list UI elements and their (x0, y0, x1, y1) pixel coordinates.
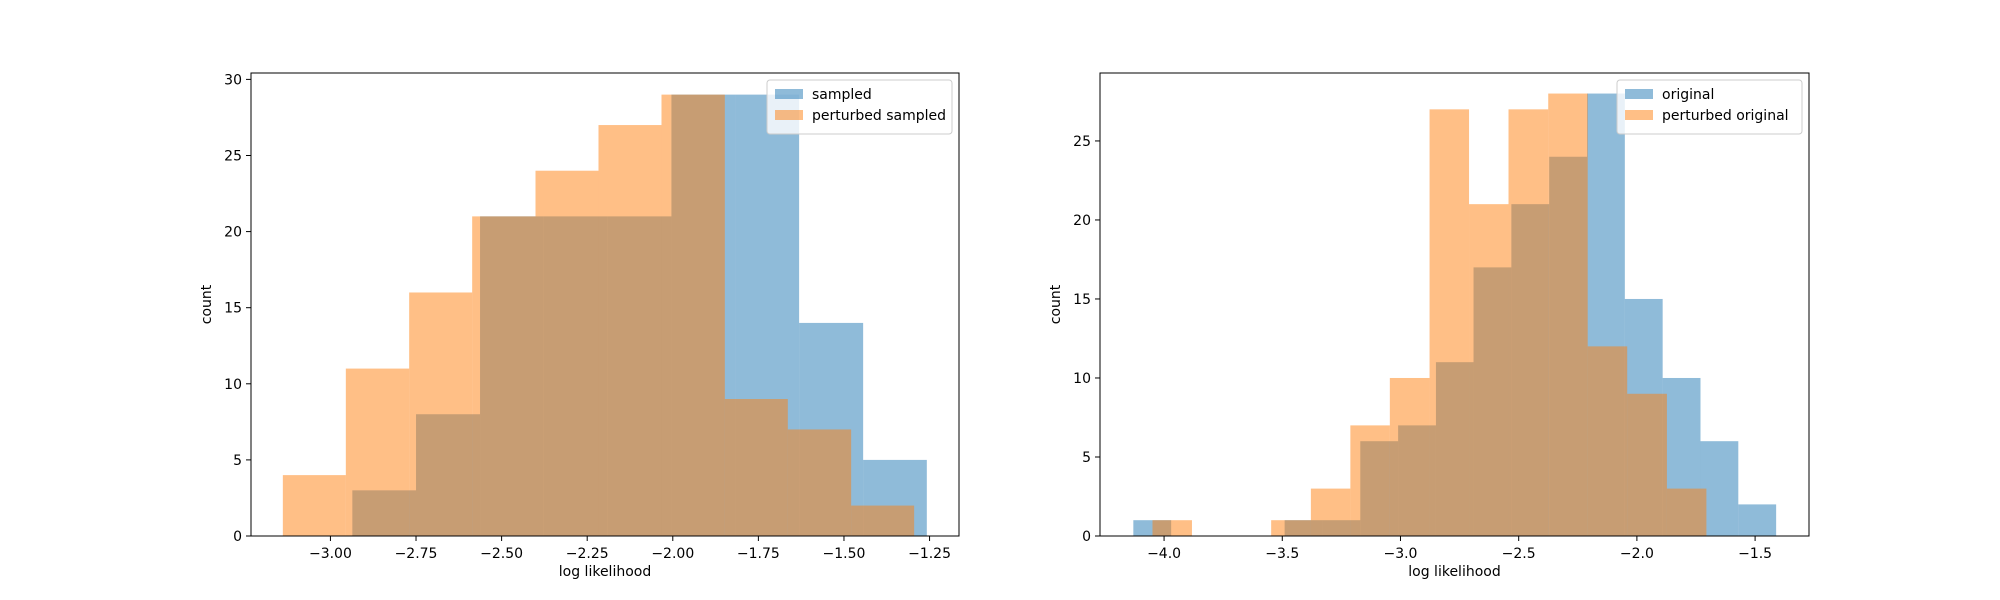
y-tick-label: 20 (1073, 213, 1091, 229)
legend-swatch (775, 89, 803, 99)
histogram-bar (1548, 93, 1588, 536)
histogram-bar (1666, 488, 1707, 536)
histogram-bar (535, 170, 599, 537)
x-tick-label: −2.75 (395, 546, 438, 562)
legend-box (766, 79, 953, 135)
histogram-bar (409, 292, 473, 536)
histogram-bar (1508, 109, 1549, 536)
histogram-bar (1429, 109, 1470, 536)
x-tick-label: −1.5 (1738, 546, 1772, 562)
y-axis-label: count (199, 284, 215, 324)
y-tick-label: 30 (224, 72, 242, 88)
y-tick-label: 10 (224, 377, 242, 393)
histogram-bar (1350, 425, 1390, 536)
histogram-bar (1738, 504, 1777, 536)
x-tick-label: −2.5 (1502, 546, 1536, 562)
histogram-bar (472, 216, 536, 536)
histogram-bar (851, 505, 915, 536)
legend-swatch (1625, 110, 1653, 120)
axes-frame (250, 72, 960, 537)
histogram-panel: −3.00 −2.75 −2.50 −2.25 −2.00 −1.75 −1.50 −1.25… (199, 72, 960, 580)
x-tick-label: −2.00 (651, 546, 694, 562)
histogram-bar (345, 368, 410, 536)
legend-label: sampled (812, 87, 872, 103)
histogram-bar (787, 429, 852, 536)
legend-swatch (1625, 89, 1653, 99)
y-tick-label: 5 (233, 453, 242, 469)
y-tick-label: 10 (1073, 371, 1091, 387)
histogram-bar (1587, 346, 1628, 536)
x-tick-label: −2.25 (566, 546, 609, 562)
y-tick-label: 25 (1073, 134, 1091, 150)
histogram-bar (1152, 520, 1192, 536)
y-tick-label: 15 (224, 301, 242, 317)
x-axis-label: log likelihood (1408, 564, 1500, 580)
y-tick-label: 0 (233, 529, 242, 545)
x-tick-label: −4.0 (1147, 546, 1181, 562)
histogram-bar (1700, 441, 1739, 536)
legend-box (1616, 79, 1803, 135)
histogram-bar (1389, 377, 1430, 536)
histogram-bar (1469, 204, 1509, 537)
y-tick-label: 15 (1073, 292, 1091, 308)
y-tick-label: 0 (1082, 529, 1091, 545)
axes-frame (1099, 72, 1810, 537)
legend-label: perturbed sampled (812, 108, 946, 124)
x-tick-label: −3.0 (1383, 546, 1417, 562)
histogram-bar (1310, 488, 1351, 536)
histogram-bar (1271, 520, 1311, 536)
histogram-bar (282, 475, 346, 536)
histogram-bar (661, 94, 725, 536)
x-axis-label: log likelihood (559, 564, 651, 580)
x-tick-label: −3.5 (1265, 546, 1299, 562)
x-tick-label: −2.0 (1620, 546, 1654, 562)
histogram-bar (724, 399, 788, 536)
x-tick-label: −1.75 (737, 546, 780, 562)
x-tick-label: −3.00 (309, 546, 352, 562)
legend-label: original (1662, 87, 1714, 103)
y-tick-label: 5 (1082, 450, 1091, 466)
legend-label: perturbed original (1662, 108, 1789, 124)
histogram-bar (598, 125, 662, 536)
y-tick-label: 25 (224, 148, 242, 164)
x-tick-label: −1.25 (908, 546, 951, 562)
x-tick-label: −2.50 (480, 546, 523, 562)
x-tick-label: −1.50 (823, 546, 866, 562)
histogram-panel: −4.0 −3.5 −3.0 −2.5 −2.0 −1.5 0 5 10 15 20 25 log li… (1048, 72, 1810, 580)
legend-swatch (775, 110, 803, 120)
y-tick-label: 20 (224, 225, 242, 241)
y-axis-label: count (1048, 284, 1064, 324)
histogram-bar (1627, 393, 1667, 536)
